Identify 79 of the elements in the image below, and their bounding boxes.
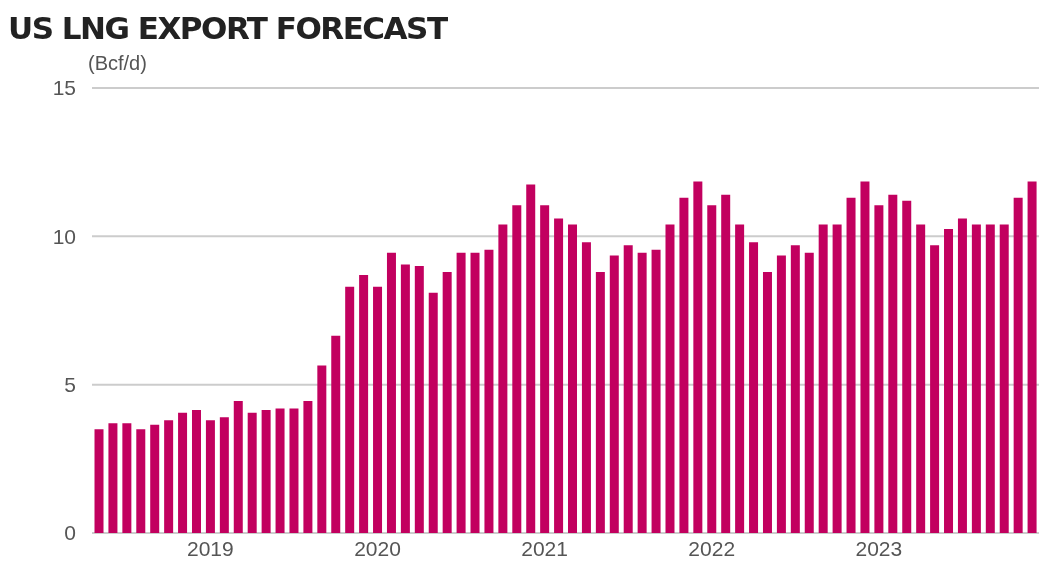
bar: [957, 218, 967, 533]
bar: [512, 205, 522, 533]
bar: [219, 417, 229, 533]
bar: [707, 205, 717, 533]
bar: [749, 242, 759, 533]
chart-title: US LNG EXPORT FORECAST: [8, 9, 449, 48]
bar: [484, 249, 494, 533]
bar: [902, 200, 912, 533]
bar: [818, 224, 828, 533]
bar: [1027, 181, 1037, 533]
bar: [637, 252, 647, 533]
x-tick-label: 2020: [354, 536, 401, 560]
bar: [150, 424, 160, 533]
bar: [205, 420, 215, 533]
bar: [1013, 197, 1023, 533]
bar: [331, 335, 341, 533]
x-tick-label: 2022: [688, 536, 736, 560]
bar: [776, 255, 786, 533]
bar: [609, 255, 619, 533]
bar: [595, 271, 605, 533]
bar: [874, 205, 884, 533]
bar: [136, 429, 146, 533]
bar: [651, 249, 661, 533]
bar: [526, 184, 536, 533]
bar: [94, 429, 104, 533]
y-tick-label: 0: [64, 521, 76, 545]
bar: [860, 181, 870, 533]
bar: [191, 409, 201, 533]
bar: [470, 252, 480, 533]
bar: [373, 286, 383, 533]
bar: [108, 423, 118, 533]
bar: [930, 245, 940, 533]
bar: [804, 252, 814, 533]
bar: [665, 224, 675, 533]
bar: [888, 194, 898, 533]
bar: [568, 224, 578, 533]
x-tick-label: 2021: [521, 536, 568, 560]
bar: [359, 274, 369, 533]
bar: [303, 400, 313, 533]
bar: [289, 408, 299, 533]
bar: [735, 224, 745, 533]
bar: [164, 420, 174, 533]
y-tick-label: 15: [52, 76, 76, 100]
bar: [790, 245, 800, 533]
bar: [540, 205, 550, 533]
bar: [442, 271, 452, 533]
bar: [317, 365, 327, 533]
bar: [345, 286, 355, 533]
bar: [414, 266, 424, 533]
bar: [679, 197, 689, 533]
bar: [693, 181, 703, 533]
y-tick-label: 5: [64, 373, 76, 397]
bar: [581, 242, 591, 533]
y-axis-title: (Bcf/d): [88, 52, 148, 76]
x-tick-label: 2019: [187, 536, 234, 560]
bar: [554, 218, 564, 533]
bar: [178, 412, 188, 533]
bar: [428, 292, 438, 533]
y-tick-label: 10: [52, 224, 76, 248]
bar: [999, 224, 1009, 533]
bar: [122, 423, 132, 533]
bar: [916, 224, 926, 533]
bar: [261, 409, 271, 533]
x-tick-label: 2023: [855, 536, 903, 560]
bar: [846, 197, 856, 533]
bar: [386, 252, 396, 533]
bar: [944, 228, 954, 533]
bar: [275, 408, 285, 533]
bar: [762, 271, 772, 533]
bar: [400, 264, 410, 533]
bar: [623, 245, 633, 533]
bar: [832, 224, 842, 533]
bar: [233, 400, 243, 533]
bar: [498, 224, 508, 533]
bar: [971, 224, 981, 533]
bar: [985, 224, 995, 533]
bar: [456, 252, 466, 533]
bar: [721, 194, 731, 533]
bar: [247, 412, 257, 533]
